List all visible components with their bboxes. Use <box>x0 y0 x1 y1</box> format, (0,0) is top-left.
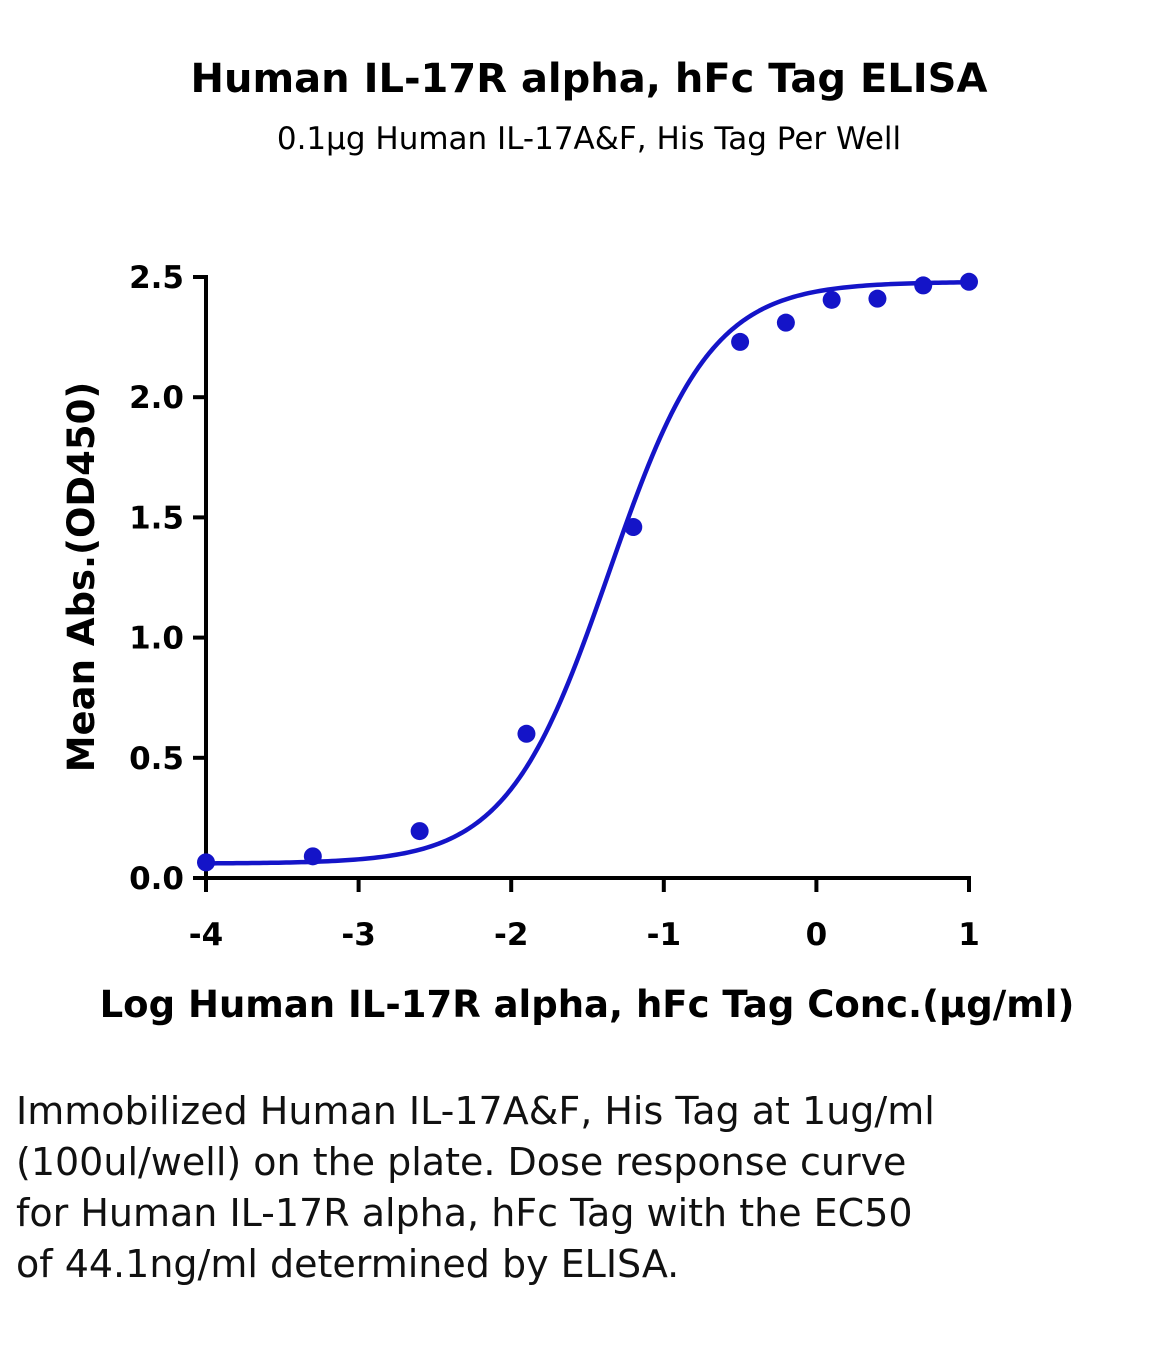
y-tick-label: 2.5 <box>129 260 184 296</box>
data-point <box>410 822 429 841</box>
data-point <box>517 724 536 743</box>
data-point <box>822 290 841 309</box>
y-tick-label: 2.0 <box>129 380 184 416</box>
x-tick-label: 1 <box>958 917 980 953</box>
x-tick-label: -1 <box>647 917 681 953</box>
y-tick-label: 0.5 <box>129 741 184 777</box>
y-tick-label: 1.5 <box>129 500 184 536</box>
data-point <box>197 853 215 872</box>
data-point <box>624 518 643 537</box>
y-tick-label: 0.0 <box>129 861 184 897</box>
chart-title: Human IL-17R alpha, hFc Tag ELISA <box>191 56 988 102</box>
x-tick-label: -4 <box>189 917 223 953</box>
chart-subtitle: 0.1μg Human IL-17A&F, His Tag Per Well <box>277 121 901 157</box>
y-tick-label: 1.0 <box>129 621 184 657</box>
fit-curve <box>203 280 972 866</box>
data-points <box>197 272 978 872</box>
data-point <box>868 289 887 308</box>
x-axis-label: Log Human IL-17R alpha, hFc Tag Conc.(μg… <box>100 983 1075 1026</box>
y-axis: 0.0 0.5 1.0 1.5 2.0 2.5 <box>129 260 208 897</box>
x-axis: -4 -3 -2 -1 0 1 <box>189 876 980 953</box>
x-tick-label: 0 <box>806 917 828 953</box>
x-tick-label: -2 <box>494 917 528 953</box>
data-point <box>960 272 978 291</box>
x-tick-label: -3 <box>341 917 375 953</box>
dose-response-chart: Human IL-17R alpha, hFc Tag ELISA 0.1μg … <box>60 56 1075 1026</box>
data-point <box>776 313 795 332</box>
y-axis-label: Mean Abs.(OD450) <box>60 382 103 773</box>
data-point <box>303 847 322 866</box>
data-point <box>731 332 750 351</box>
figure-caption: Immobilized Human IL-17A&F, His Tag at 1… <box>16 1089 935 1286</box>
data-point <box>914 276 933 295</box>
